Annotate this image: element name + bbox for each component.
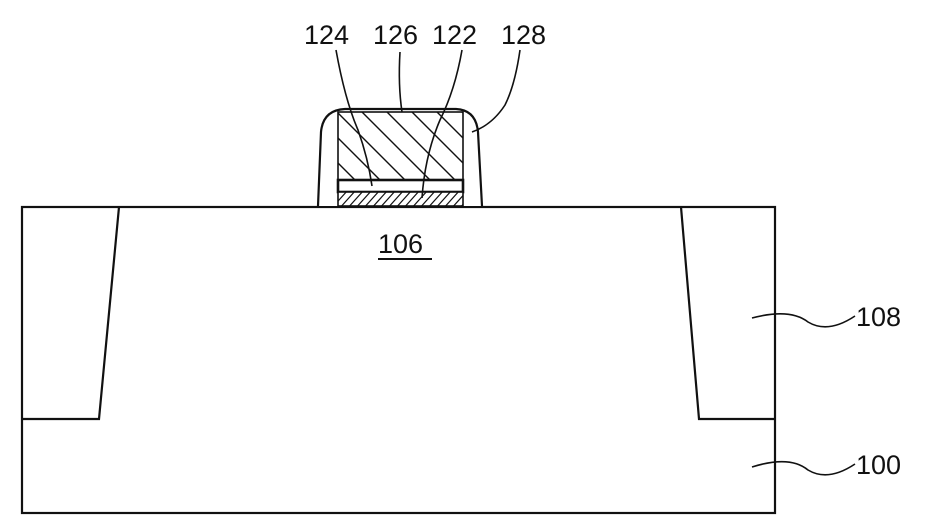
leader-line-126 bbox=[399, 52, 402, 112]
floating-layer-124 bbox=[338, 180, 463, 192]
label-100: 100 bbox=[856, 450, 901, 480]
label-106: 106 bbox=[378, 229, 423, 259]
label-128: 128 bbox=[501, 20, 546, 50]
label-124: 124 bbox=[304, 20, 349, 50]
label-108: 108 bbox=[856, 302, 901, 332]
leader-line-128 bbox=[472, 50, 520, 132]
label-126: 126 bbox=[373, 20, 418, 50]
label-122: 122 bbox=[432, 20, 477, 50]
